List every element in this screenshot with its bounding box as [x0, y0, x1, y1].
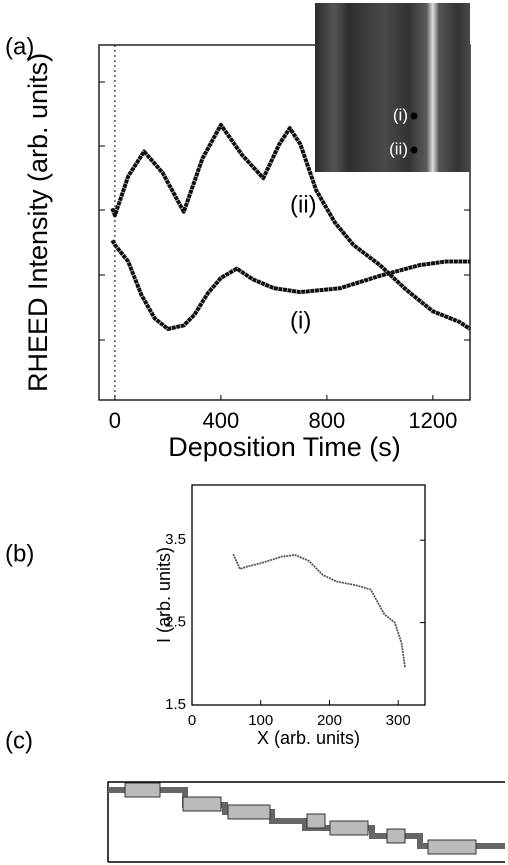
- inset-label: (ii): [389, 139, 408, 158]
- data-line: [232, 553, 406, 669]
- x-axis-label: X (arb. units): [257, 728, 360, 748]
- x-tick-label: 0: [188, 712, 196, 729]
- y-tick-label: 2.5: [165, 614, 186, 631]
- panel-label: (a): [5, 33, 34, 60]
- x-tick-label: 800: [309, 408, 346, 433]
- data-line: [110, 122, 472, 331]
- y-axis-label: RHEED Intensity (arb. units): [23, 53, 53, 392]
- plot-frame: [98, 44, 471, 401]
- step-diagram: (c): [5, 727, 505, 863]
- plot-frame: [191, 484, 426, 706]
- spot-marker: [410, 146, 418, 154]
- panel-label: (b): [5, 540, 34, 567]
- y-tick-label: 3.5: [165, 531, 186, 548]
- x-tick-label: 400: [203, 408, 240, 433]
- rheed-inset: (i) (ii): [315, 3, 470, 172]
- x-tick-label: 0: [109, 408, 121, 433]
- rheed-image: [315, 3, 470, 172]
- inset-label: (i): [393, 105, 408, 124]
- x-axis-label: Deposition Time (s): [168, 432, 401, 462]
- series-label: (i): [290, 307, 311, 334]
- x-tick-label: 1200: [408, 408, 457, 433]
- series-label: (ii): [290, 191, 317, 218]
- y-axis-label: I (arb. units): [154, 547, 174, 643]
- y-tick-label: 1.5: [165, 696, 186, 713]
- x-tick-label: 100: [248, 712, 273, 729]
- data-line: [110, 239, 470, 331]
- spot-marker: [410, 112, 418, 120]
- x-tick-label: 300: [386, 712, 411, 729]
- panel-label: (c): [5, 727, 33, 754]
- x-tick-label: 200: [317, 712, 342, 729]
